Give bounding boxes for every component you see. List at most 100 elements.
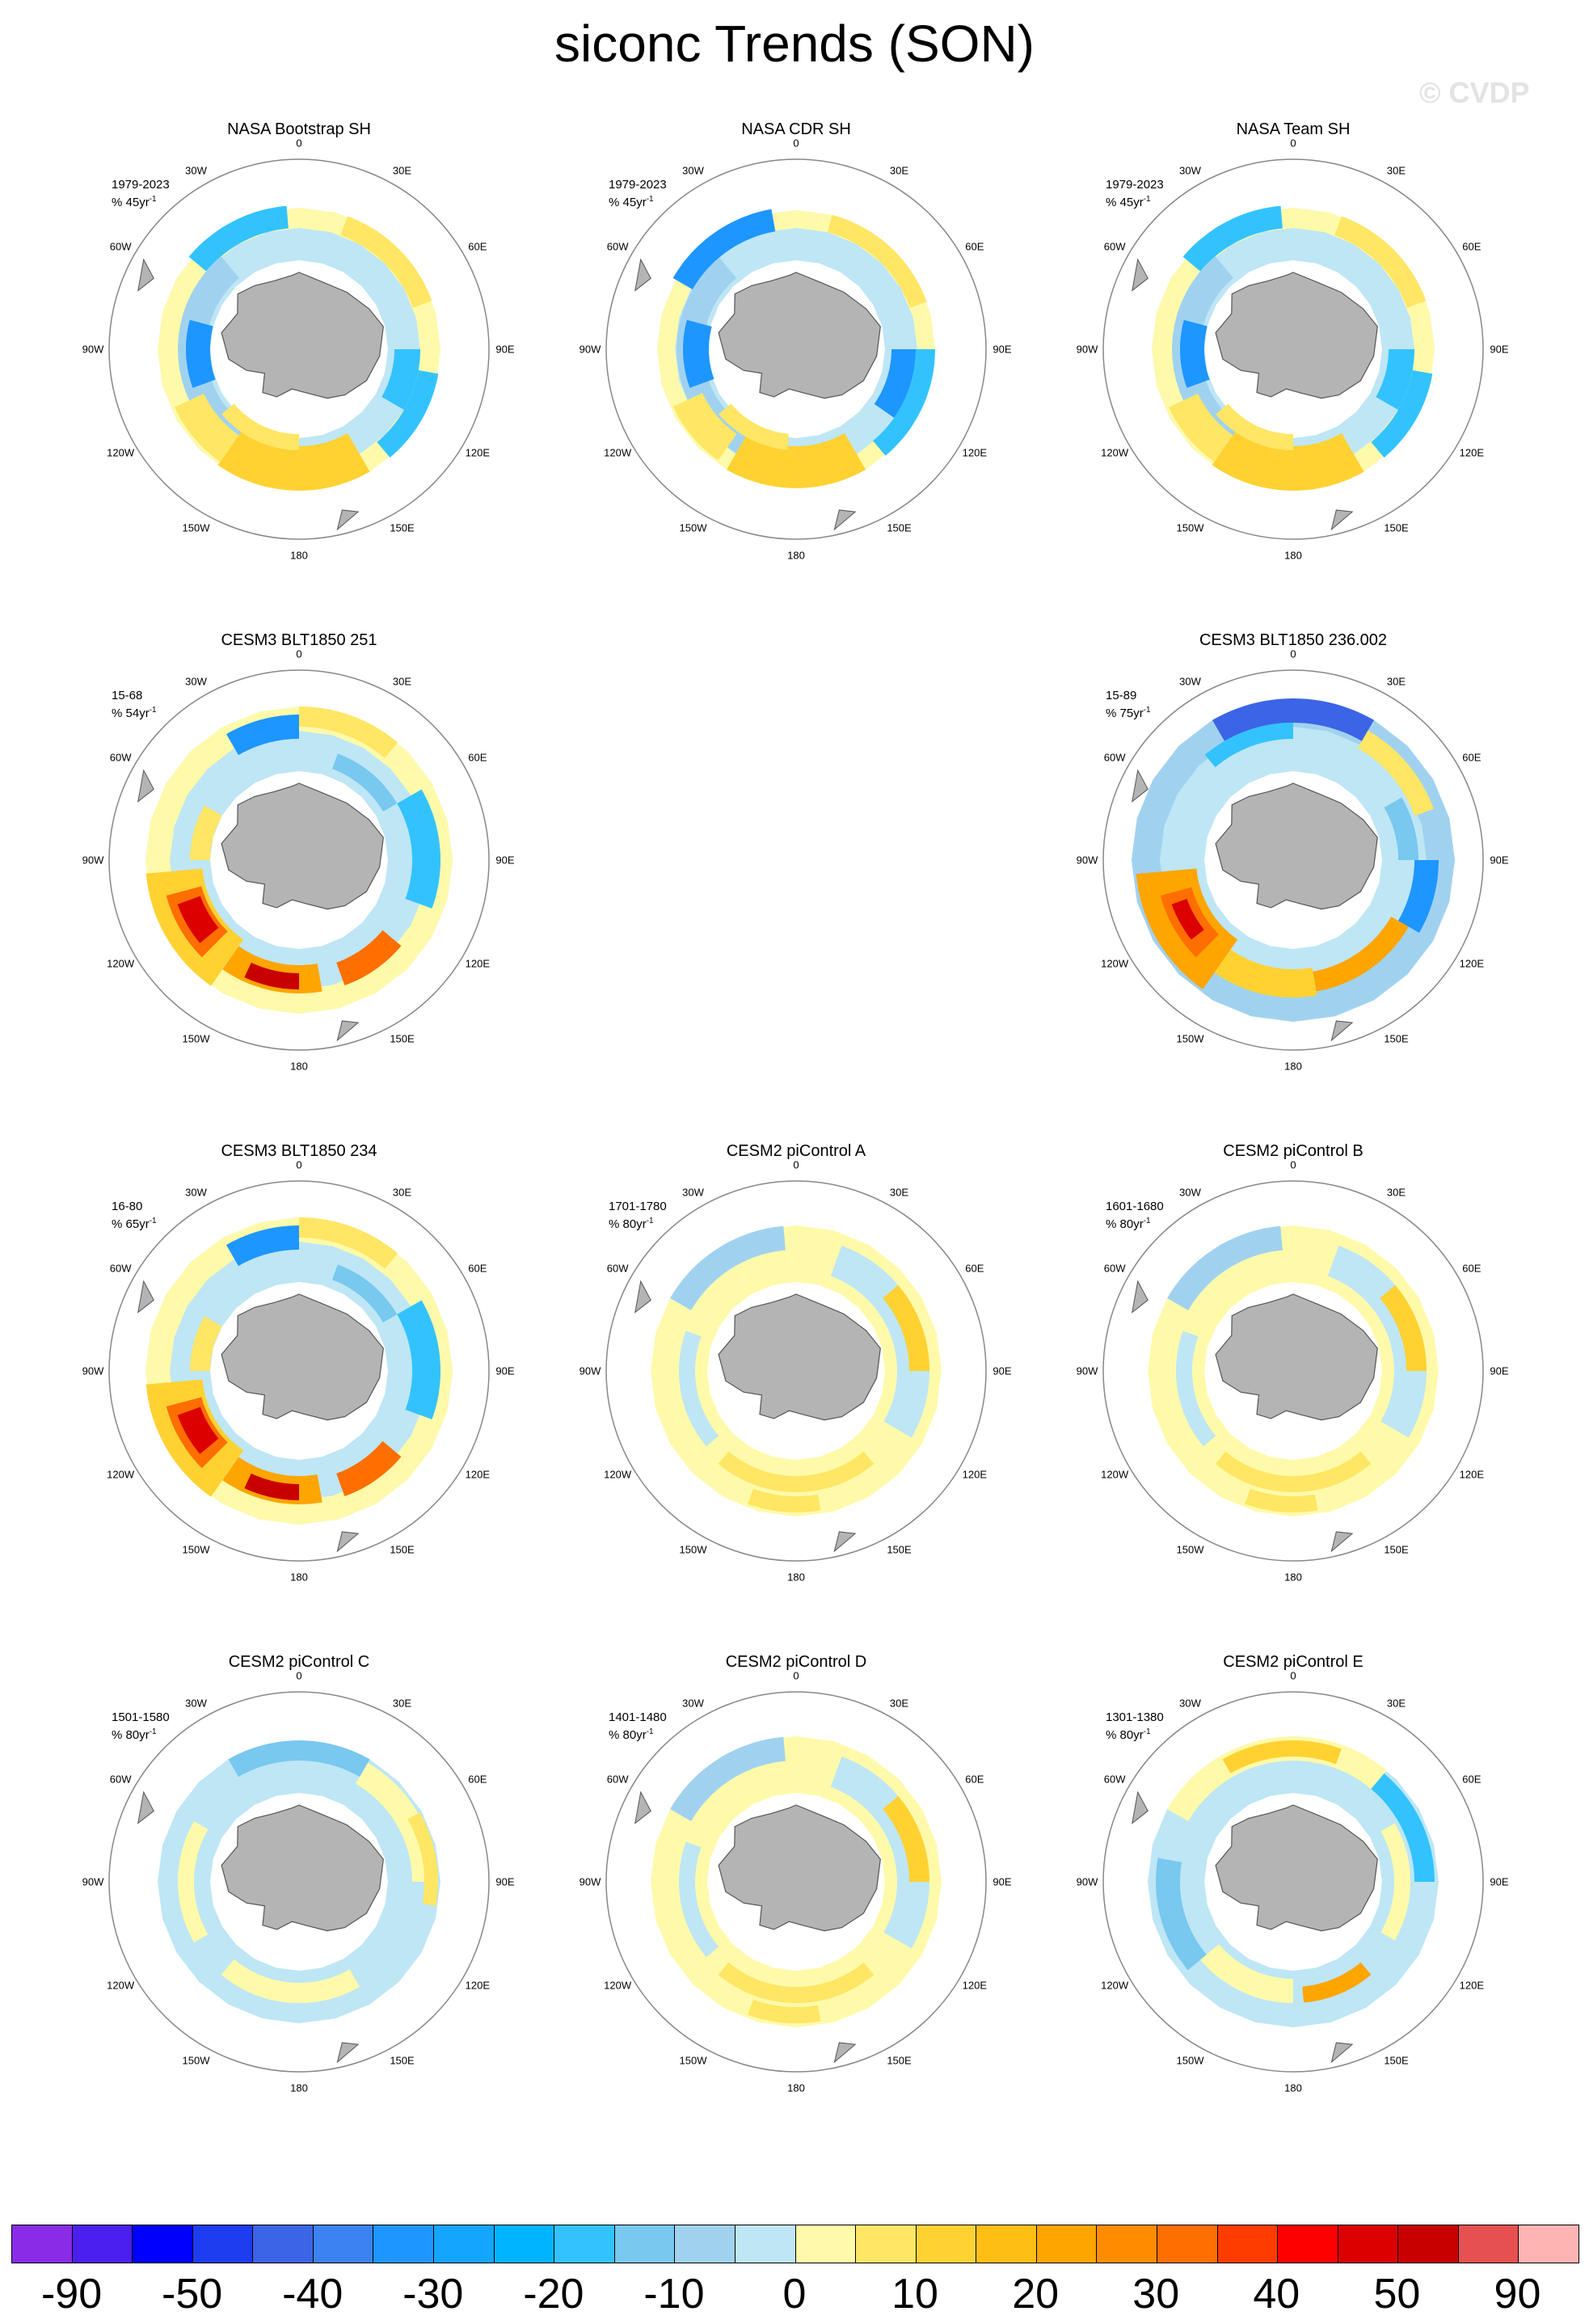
map-panel-nasa-team-sh: NASA Team SH 1979-2023 % 45yr-1 0 30E 60E 90E 1… [1043, 120, 1544, 629]
longitude-label: 180 [787, 1571, 805, 1584]
longitude-label: 180 [1284, 549, 1302, 562]
panel-units: % 45yr-1 [112, 195, 157, 209]
trend-patch [1168, 393, 1233, 462]
longitude-label: 90W [82, 854, 104, 867]
colorbar-swatch [72, 2225, 133, 2263]
panel-units: % 80yr-1 [1106, 1217, 1151, 1231]
longitude-label: 120E [962, 1468, 988, 1480]
south-america-tip [634, 1280, 651, 1314]
panel-title: CESM2 piControl D [725, 1653, 867, 1671]
colorbar-swatch [795, 2225, 857, 2263]
trend-patch [679, 1841, 719, 1958]
longitude-label: 150W [1176, 2054, 1204, 2067]
longitude-label: 60E [1462, 240, 1482, 252]
longitude-label: 60W [1103, 751, 1126, 763]
longitude-label: 90W [1076, 1875, 1098, 1888]
map-boundary-circle [605, 158, 987, 540]
panel-period: 1979-2023 [609, 178, 667, 192]
longitude-label: 150E [887, 2054, 912, 2067]
trend-patch [340, 216, 432, 308]
map-boundary-circle [605, 1691, 987, 2073]
trend-patch [336, 930, 402, 985]
trend-patch [827, 214, 927, 308]
trend-patch [244, 1473, 299, 1500]
trend-patch [1380, 1284, 1427, 1371]
new-zealand [833, 1531, 857, 1553]
map-panel-cesm3-blt1850-234: CESM3 BLT1850 234 16-80 % 65yr-1 0 30E 60E 90E… [48, 1141, 550, 1651]
longitude-label: 60E [468, 1773, 487, 1785]
longitude-label: 120E [465, 957, 491, 969]
longitude-label: 150W [679, 1543, 707, 1556]
panel-period: 15-89 [1106, 689, 1137, 702]
longitude-label: 150W [679, 521, 707, 534]
longitude-label: 180 [290, 549, 308, 562]
colorbar-label: 20 [1012, 2271, 1060, 2318]
trend-patch [221, 1959, 360, 2003]
colorbar-swatch [976, 2225, 1037, 2263]
trend-field [651, 1736, 942, 2027]
colorbar-swatch [1338, 2225, 1399, 2263]
colorbar-label: -20 [523, 2271, 584, 2318]
trend-patch [748, 1488, 821, 1512]
polar-map [605, 158, 987, 540]
longitude-label: 90E [1490, 1364, 1509, 1377]
longitude-label: 0 [1290, 137, 1296, 150]
longitude-label: 120W [107, 446, 135, 458]
longitude-label: 60W [109, 1773, 132, 1785]
longitude-label: 150W [1176, 1032, 1204, 1045]
colorbar-swatch [1519, 2225, 1579, 2263]
longitude-label: 120E [962, 1979, 988, 1991]
new-zealand [1330, 2042, 1354, 2064]
colorbar-label: 30 [1132, 2271, 1180, 2318]
panel-title: CESM2 piControl E [1223, 1653, 1364, 1671]
longitude-label: 150W [182, 1032, 210, 1045]
longitude-label: 150E [390, 2054, 415, 2067]
colorbar-swatch [916, 2225, 977, 2263]
panel-title: CESM2 piControl A [726, 1142, 866, 1160]
trend-patch [1167, 1225, 1283, 1310]
panel-title: CESM3 BLT1850 251 [221, 631, 377, 649]
colorbar-label: 50 [1373, 2271, 1421, 2318]
longitude-label: 0 [296, 1669, 302, 1682]
trend-patch [1397, 860, 1439, 933]
trend-patch [228, 1740, 370, 1778]
trend-patch [1371, 370, 1433, 458]
longitude-label: 30E [392, 1697, 412, 1710]
longitude-label: 60W [1103, 1773, 1126, 1785]
longitude-label: 60E [1462, 751, 1482, 763]
longitude-label: 0 [793, 1669, 799, 1682]
trend-patch [190, 805, 222, 860]
new-zealand [336, 1531, 360, 1553]
longitude-label: 90E [993, 343, 1012, 356]
trend-patch [381, 349, 420, 410]
longitude-label: 30W [1179, 1697, 1201, 1710]
colorbar-swatch [133, 2225, 193, 2263]
trend-field [657, 209, 935, 488]
longitude-label: 60E [468, 751, 487, 763]
longitude-label: 60W [1103, 240, 1126, 252]
longitude-label: 90W [1076, 854, 1098, 867]
longitude-label: 120W [1101, 957, 1129, 969]
panel-title: NASA Bootstrap SH [227, 120, 371, 138]
longitude-label: 90W [1076, 1364, 1098, 1377]
longitude-label: 0 [793, 137, 799, 150]
trend-field [1152, 205, 1435, 491]
longitude-label: 120E [1459, 1468, 1485, 1480]
longitude-label: 90W [82, 343, 104, 356]
longitude-label: 120E [1459, 446, 1485, 458]
trend-patch [1180, 319, 1210, 388]
longitude-label: 120W [107, 957, 135, 969]
longitude-label: 30W [185, 675, 207, 688]
antarctica-landmass [221, 1293, 384, 1421]
trend-patch [830, 1246, 929, 1438]
trend-field [158, 1740, 440, 2023]
trend-patch [874, 349, 916, 418]
longitude-label: 0 [296, 647, 302, 660]
new-zealand [1330, 509, 1354, 531]
panel-period: 16-80 [112, 1200, 143, 1213]
longitude-label: 150W [182, 521, 210, 534]
map-panel-cesm2-picontrol-d: CESM2 piControl D 1401-1480 % 80yr-1 0 30E 60… [546, 1652, 1047, 2162]
trend-patch [1176, 1331, 1216, 1447]
longitude-label: 90E [1490, 1875, 1509, 1888]
trend-patch [1384, 797, 1418, 860]
